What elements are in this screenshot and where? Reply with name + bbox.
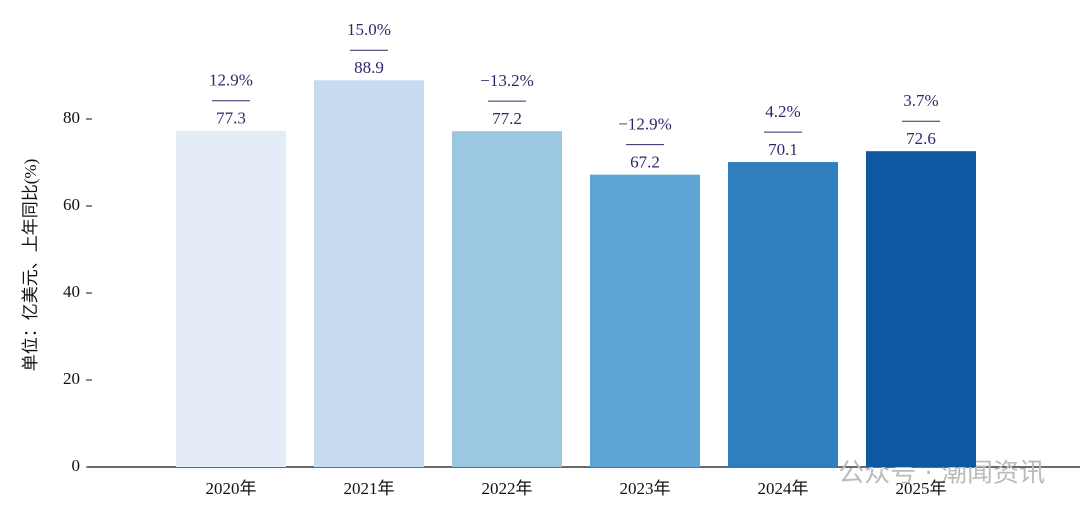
growth-label: −12.9% (618, 115, 672, 134)
value-label: 88.9 (354, 58, 384, 77)
value-label: 77.2 (492, 109, 522, 128)
growth-label: 12.9% (209, 71, 253, 90)
growth-label: 4.2% (765, 102, 800, 121)
value-label: 77.3 (216, 109, 246, 128)
x-tick-label: 2020年 (206, 479, 257, 498)
x-tick-label: 2025年 (896, 479, 947, 498)
y-tick-label: 80 (63, 108, 80, 127)
x-tick-label: 2023年 (620, 479, 671, 498)
y-tick-label: 20 (63, 369, 80, 388)
value-label: 72.6 (906, 129, 936, 148)
x-tick-label: 2022年 (482, 479, 533, 498)
y-tick-label: 60 (63, 195, 80, 214)
x-tick-label: 2024年 (758, 479, 809, 498)
y-tick-label: 0 (72, 456, 81, 475)
value-label: 67.2 (630, 153, 660, 172)
bar (452, 131, 562, 467)
y-tick-label: 40 (63, 282, 80, 301)
y-axis-label: 单位：亿美元、上年同比(%) (21, 159, 40, 371)
growth-label: −13.2% (480, 71, 534, 90)
bar (176, 130, 286, 467)
bar (866, 151, 976, 467)
bar (728, 162, 838, 467)
value-label: 70.1 (768, 140, 798, 159)
bar (590, 174, 700, 467)
growth-label: 15.0% (347, 20, 391, 39)
bar (314, 80, 424, 467)
x-tick-label: 2021年 (344, 479, 395, 498)
growth-label: 3.7% (903, 91, 938, 110)
